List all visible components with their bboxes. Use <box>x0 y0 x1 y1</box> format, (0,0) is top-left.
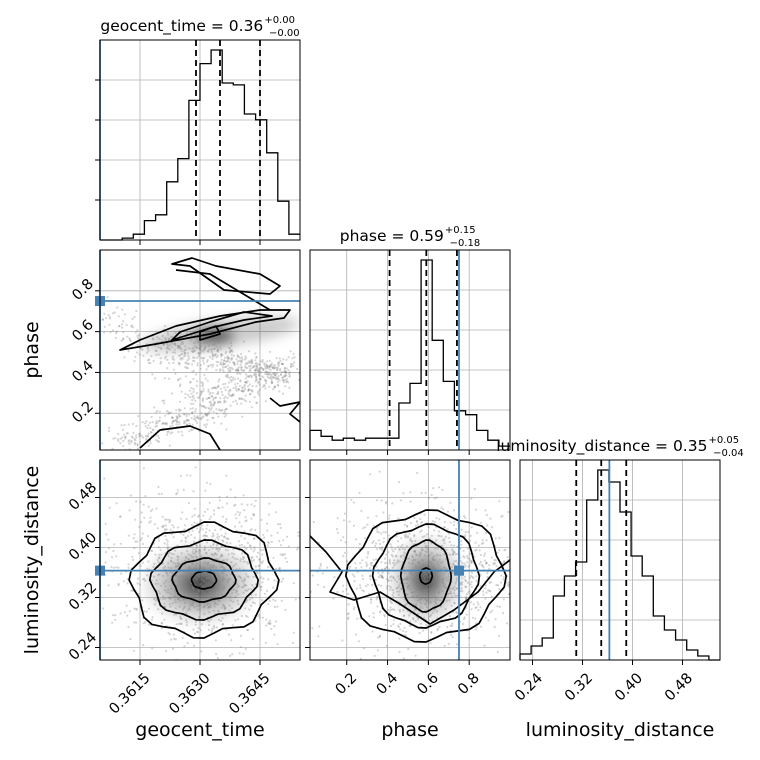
yaxis-label-luminosity-distance: luminosity_distance <box>21 466 43 655</box>
title-phase: phase = 0.59+0.15 −0.18 <box>340 225 480 249</box>
contour-line <box>199 325 221 341</box>
scatter-points <box>100 296 300 450</box>
x-tick-label: 0.2 <box>333 670 361 698</box>
panel-frame-2-1 <box>309 459 511 661</box>
y-tick-label: 0.8 <box>69 276 97 304</box>
x-tick-label: 0.4 <box>374 670 402 698</box>
contour-layer <box>119 257 510 643</box>
contour-line <box>171 557 237 603</box>
x-tick-label: 0.3615 <box>106 670 153 717</box>
frame-layer <box>95 39 721 665</box>
y-tick-label: 0.2 <box>69 399 97 427</box>
contour-line <box>371 523 481 629</box>
xaxis-label-luminosity-distance: luminosity_distance <box>526 719 715 741</box>
truth-marker <box>453 565 464 576</box>
title-luminosity-distance: luminosity_distance = 0.35+0.05 −0.04 <box>496 435 744 459</box>
contour-line <box>139 425 221 450</box>
contour-line <box>269 397 300 423</box>
histogram-luminosity-distance <box>519 469 720 661</box>
title-geocent-time: geocent_time = 0.36+0.00 −0.00 <box>100 15 299 39</box>
x-tick-label: 0.32 <box>562 670 596 704</box>
text-layer: geocent_time phase luminosity_distance p… <box>21 15 744 741</box>
x-tick-label: 0.3645 <box>226 670 273 717</box>
histogram-geocent-time <box>100 49 300 241</box>
panel-frame-2-2 <box>519 459 721 661</box>
x-tick-label: 0.8 <box>455 670 483 698</box>
contour-line <box>344 509 508 643</box>
xaxis-label-geocent-time: geocent_time <box>135 719 264 741</box>
contour-line <box>190 570 218 590</box>
scatter-layer <box>100 296 510 660</box>
contour-line <box>148 539 260 621</box>
x-tick-label: 0.48 <box>662 670 696 704</box>
contour-line <box>119 309 291 351</box>
contour-line <box>171 257 281 295</box>
contour-line <box>418 567 434 585</box>
xaxis-label-phase: phase <box>381 719 438 741</box>
y-tick-label: 0.6 <box>69 317 97 345</box>
yaxis-label-phase: phase <box>21 321 43 378</box>
y-tick-label: 0.40 <box>66 530 100 564</box>
contour-line <box>175 269 271 311</box>
x-tick-label: 0.6 <box>414 670 442 698</box>
x-tick-label: 0.3630 <box>166 670 213 717</box>
x-tick-label: 0.24 <box>512 670 546 704</box>
contour-line <box>310 535 510 625</box>
histogram-layer <box>100 40 720 661</box>
panel-frame-1-1 <box>309 249 511 451</box>
histogram-phase <box>309 259 510 450</box>
y-tick-label: 0.4 <box>69 358 97 386</box>
contour-line <box>399 539 453 613</box>
scatter-points <box>310 470 510 660</box>
density-shading <box>390 538 462 622</box>
y-tick-label: 0.24 <box>66 630 100 664</box>
x-tick-label: 0.40 <box>612 670 646 704</box>
y-tick-label: 0.48 <box>66 480 100 514</box>
contour-line <box>128 521 280 639</box>
y-tick-label: 0.32 <box>66 580 100 614</box>
